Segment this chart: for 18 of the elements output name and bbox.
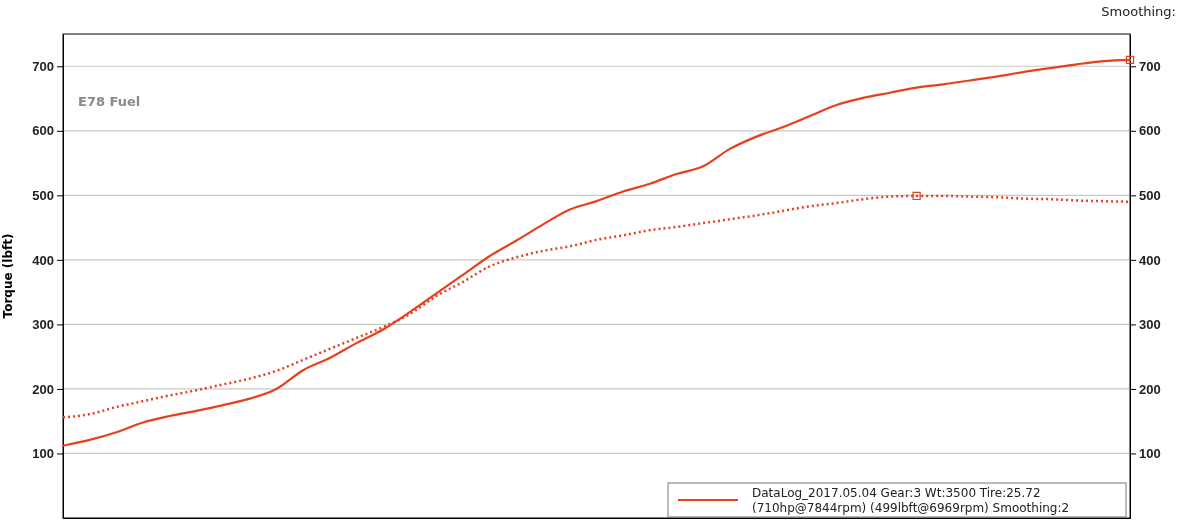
y2-tick-label: 300 xyxy=(1139,317,1161,333)
y2-tick-label: 400 xyxy=(1139,252,1161,268)
y2-tick-label: 700 xyxy=(1139,58,1161,74)
legend-label: DataLog_2017.05.04 Gear:3 Wt:3500 Tire:25.72 (710hp@7844rpm) (499lbft@6969rpm) Smoothing:2 xyxy=(752,486,1070,515)
y2-tick-label: 600 xyxy=(1139,123,1161,139)
y-tick-label: 700 xyxy=(32,58,54,74)
text: Smoothing: xyxy=(1101,4,1176,19)
y2-tick-label: 200 xyxy=(1139,381,1161,397)
y-tick-label: 500 xyxy=(32,187,54,203)
y-tick-label: 300 xyxy=(32,317,54,333)
y-tick-label: 100 xyxy=(32,446,54,462)
y-tick-label: 200 xyxy=(32,381,54,397)
annotation: E78 Fuel xyxy=(78,94,141,109)
y-tick-label: 600 xyxy=(32,123,54,139)
y-axis-title: Torque (lbft) xyxy=(1,233,15,319)
y2-tick-label: 500 xyxy=(1139,187,1161,203)
y2-tick-label: 100 xyxy=(1139,446,1161,462)
y-tick-label: 400 xyxy=(32,252,54,268)
